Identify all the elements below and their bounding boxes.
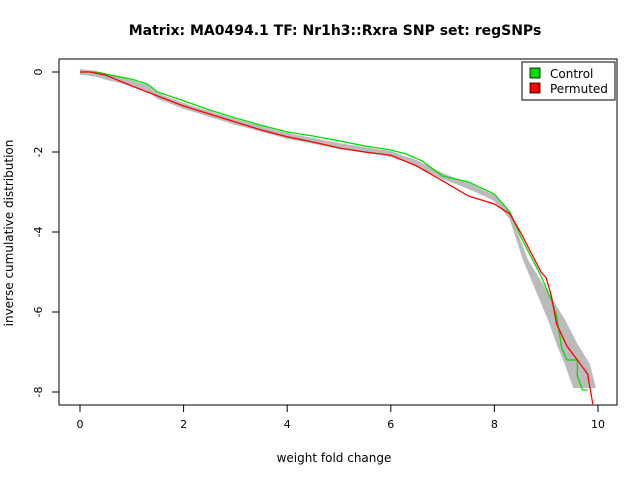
y-axis: 0 -2 -4 -6 -8 — [32, 69, 60, 398]
background-curve — [79, 69, 578, 389]
y-tick-label: -8 — [32, 387, 45, 398]
chart-title: Matrix: MA0494.1 TF: Nr1h3::Rxra SNP set… — [129, 23, 542, 39]
background-curve — [79, 70, 577, 389]
x-tick-label: 2 — [180, 418, 187, 431]
background-curve — [79, 69, 586, 389]
plot-area-frame — [58, 58, 618, 406]
background-curve — [79, 69, 583, 389]
background-curve — [79, 70, 581, 389]
background-curve — [79, 73, 579, 389]
background-curve — [79, 73, 582, 389]
y-tick-label: 0 — [32, 69, 45, 76]
x-tick-label: 10 — [591, 418, 605, 431]
x-tick-label: 8 — [491, 418, 498, 431]
x-axis: 0 2 4 6 8 10 — [77, 404, 605, 431]
series-line-permuted — [80, 71, 594, 405]
background-curve — [79, 72, 580, 389]
legend-label-permuted: Permuted — [550, 82, 608, 96]
series-line-control — [80, 71, 588, 391]
background-curve — [79, 71, 584, 389]
background-curve — [79, 73, 585, 389]
legend-swatch-permuted — [529, 82, 541, 94]
series-lines — [80, 71, 594, 405]
background-curve — [79, 71, 590, 389]
x-tick-label: 6 — [387, 418, 394, 431]
background-permutation-curves — [79, 69, 596, 389]
legend-label-control: Control — [550, 67, 593, 81]
x-tick-label: 4 — [284, 418, 291, 431]
background-curve — [79, 71, 575, 389]
x-axis-label: weight fold change — [277, 451, 392, 465]
background-curve — [79, 71, 582, 389]
background-curve — [79, 69, 580, 389]
y-tick-label: -2 — [32, 147, 45, 158]
legend-swatch-control — [529, 67, 541, 79]
x-tick-label: 0 — [77, 418, 84, 431]
background-curve — [79, 73, 595, 389]
background-curve — [79, 70, 585, 389]
background-curve — [79, 72, 588, 389]
background-curve — [79, 72, 587, 389]
background-curve — [79, 73, 590, 389]
background-curve — [79, 73, 577, 389]
y-tick-label: -4 — [32, 227, 45, 238]
background-curve — [79, 69, 588, 389]
y-axis-label: inverse cumulative distribution — [2, 140, 16, 327]
y-tick-label: -6 — [32, 307, 45, 318]
background-curve — [79, 70, 589, 389]
background-curve — [79, 72, 576, 389]
background-curve — [79, 69, 575, 389]
legend: Control Permuted — [521, 61, 616, 101]
